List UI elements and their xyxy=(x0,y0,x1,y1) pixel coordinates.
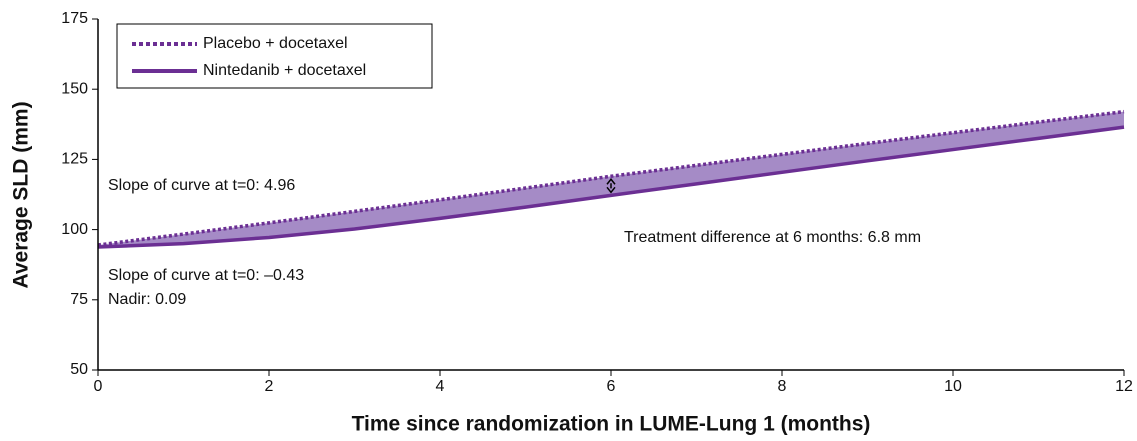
y-tick-label: 175 xyxy=(61,10,88,27)
arrow-head xyxy=(606,186,616,194)
y-tick-label: 75 xyxy=(70,291,88,308)
y-tick-label: 125 xyxy=(61,151,88,168)
series-line xyxy=(97,109,1125,247)
y-tick-label: 50 xyxy=(70,361,88,378)
x-tick-label: 10 xyxy=(944,378,962,395)
y-tick-label: 100 xyxy=(61,221,88,238)
arrow-head xyxy=(606,178,616,185)
legend-label: Nintedanib + docetaxel xyxy=(203,62,366,79)
x-tick-label: 12 xyxy=(1115,378,1133,395)
legend-box xyxy=(116,23,433,89)
series-line xyxy=(97,125,1125,249)
x-axis-title: Time since randomization in LUME-Lung 1 … xyxy=(352,413,871,436)
x-tick-label: 2 xyxy=(265,378,274,395)
annotation: Nadir: 0.09 xyxy=(108,291,186,308)
x-tick-label: 6 xyxy=(607,378,616,395)
annotation: Treatment difference at 6 months: 6.8 mm xyxy=(624,229,921,246)
annotation: Slope of curve at t=0: –0.43 xyxy=(108,267,304,284)
legend-label: Placebo + docetaxel xyxy=(203,35,348,52)
y-tick-label: 150 xyxy=(61,80,88,97)
x-tick-label: 8 xyxy=(778,378,787,395)
y-axis-title: Average SLD (mm) xyxy=(10,101,33,288)
annotation: Slope of curve at t=0: 4.96 xyxy=(108,177,295,194)
x-tick-label: 4 xyxy=(436,378,445,395)
x-tick-label: 0 xyxy=(94,378,103,395)
